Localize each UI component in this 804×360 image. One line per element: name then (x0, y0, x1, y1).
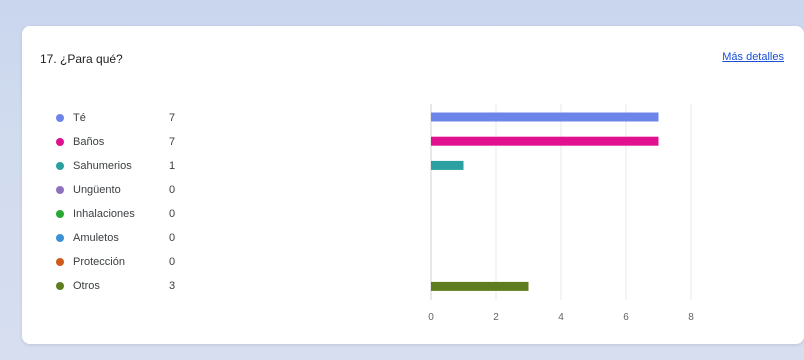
legend-dot-icon (56, 186, 64, 194)
legend-count: 1 (169, 160, 176, 172)
legend-label: Otros (73, 280, 100, 292)
bar-chart: 0 2 4 6 8 (428, 104, 694, 323)
legend-dot-icon (56, 114, 64, 122)
bar-baños[interactable] (431, 136, 659, 146)
legend-item: Té 7 (56, 110, 206, 126)
legend-count: 0 (169, 232, 176, 244)
legend-item: Sahumerios 1 (56, 158, 206, 174)
bar-otros[interactable] (431, 281, 529, 291)
x-tick-label: 2 (493, 312, 499, 323)
legend-label: Sahumerios (73, 160, 132, 172)
question-title: 17. ¿Para qué? (40, 52, 123, 66)
x-tick-label: 4 (558, 312, 564, 323)
legend-label: Té (73, 112, 86, 124)
legend-label: Inhalaciones (73, 208, 135, 220)
legend-item: Baños 7 (56, 134, 206, 150)
legend-dot-icon (56, 258, 64, 266)
legend-count: 0 (169, 208, 176, 220)
legend-dot-icon (56, 210, 64, 218)
legend-count: 0 (169, 184, 176, 196)
x-tick-label: 8 (688, 312, 694, 323)
legend-dot-icon (56, 162, 64, 170)
legend-dot-icon (56, 282, 64, 290)
legend-item: Protección 0 (56, 254, 206, 270)
legend-item: Otros 3 (56, 278, 206, 294)
legend-count: 3 (169, 280, 176, 292)
legend-count: 7 (169, 136, 176, 148)
bar-té[interactable] (431, 112, 659, 122)
x-tick-label: 0 (428, 312, 434, 323)
x-tick-label: 6 (623, 312, 629, 323)
legend-count: 7 (169, 112, 176, 124)
legend-label: Baños (73, 136, 105, 148)
legend-item: Inhalaciones 0 (56, 206, 206, 222)
more-details-link[interactable]: Más detalles (722, 51, 784, 63)
legend-dot-icon (56, 234, 64, 242)
legend-item: Ungüento 0 (56, 182, 206, 198)
legend-item: Amuletos 0 (56, 230, 206, 246)
legend-dot-icon (56, 138, 64, 146)
question-card: 17. ¿Para qué? Más detalles Té 7 Baños 7 Sah… (22, 26, 804, 344)
legend-label: Protección (73, 256, 125, 268)
legend-count: 0 (169, 256, 176, 268)
legend-label: Ungüento (73, 184, 121, 196)
legend-label: Amuletos (73, 232, 119, 244)
bar-sahumerios[interactable] (431, 160, 464, 170)
